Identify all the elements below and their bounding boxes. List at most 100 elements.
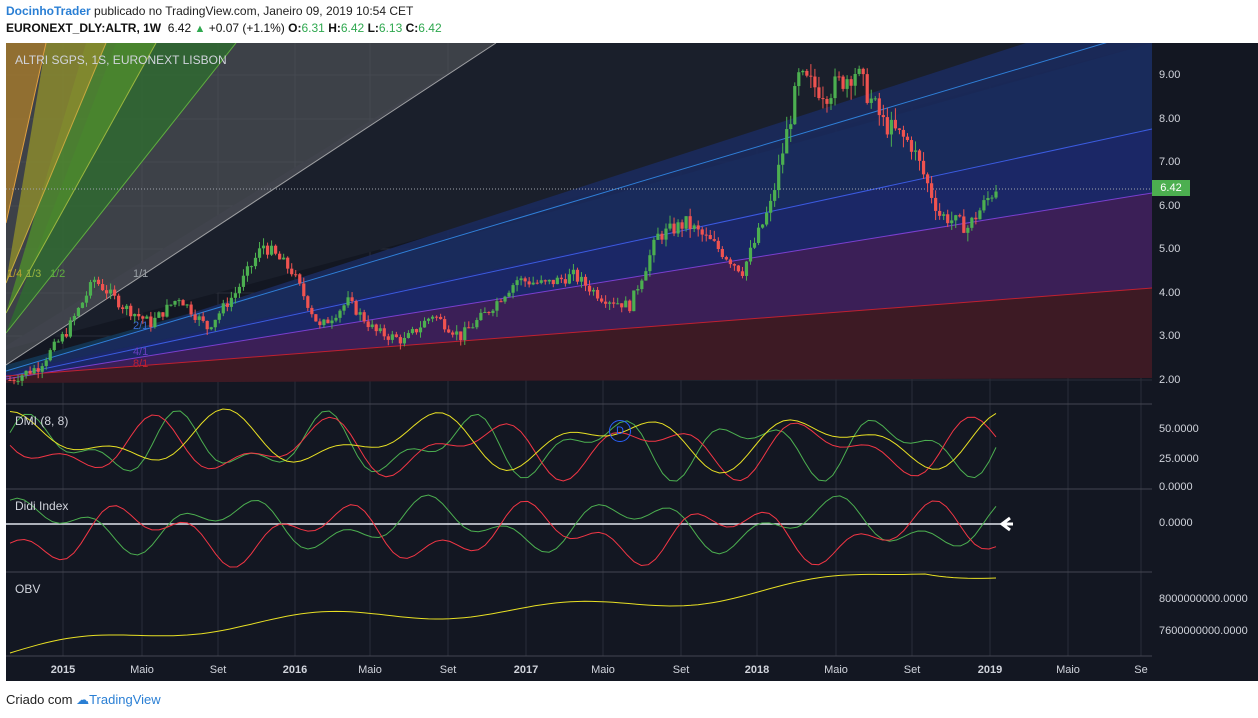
x-tick: 2016	[282, 664, 308, 676]
candle	[398, 334, 402, 350]
candle	[805, 68, 809, 78]
open-value: 6.31	[301, 21, 325, 35]
change-value: +0.07 (+1.1%)	[208, 21, 285, 35]
candlestick-series[interactable]	[8, 64, 998, 386]
candle	[676, 219, 680, 237]
candle	[84, 291, 89, 307]
candle	[732, 263, 737, 271]
x-tick: Se	[1134, 664, 1148, 676]
didi-y-tick: 0.0000	[1159, 517, 1193, 529]
arrow-left-icon	[999, 516, 1013, 532]
candle	[314, 314, 318, 322]
candle	[350, 292, 354, 304]
close-label: C:	[405, 21, 419, 35]
candle	[390, 330, 394, 344]
candle	[950, 211, 954, 230]
x-tick: Maio	[824, 664, 848, 676]
candle	[125, 304, 129, 316]
candle	[439, 313, 443, 320]
candle	[551, 279, 555, 288]
chart-canvas[interactable]	[6, 43, 1152, 681]
candle	[825, 96, 829, 113]
candle	[905, 133, 910, 142]
candle	[760, 223, 765, 229]
price-scale[interactable]: 9.00 8.00 7.00 6.00 5.00 4.00 3.00 2.00 …	[1152, 43, 1258, 681]
candle	[909, 136, 914, 160]
gann-label-f: 4/1	[133, 346, 149, 358]
candle	[32, 364, 36, 375]
candle	[249, 265, 254, 274]
candle	[797, 68, 801, 96]
candle	[527, 277, 531, 288]
candle	[318, 318, 322, 329]
candle	[402, 331, 406, 347]
candle	[161, 312, 165, 321]
x-tick: 2018	[744, 664, 770, 676]
candle	[801, 69, 805, 76]
candle	[503, 295, 507, 304]
candle	[595, 287, 600, 301]
candle	[261, 238, 266, 255]
candle	[974, 211, 978, 225]
y-tick: 7.00	[1159, 156, 1181, 168]
candle	[885, 107, 889, 138]
candle	[229, 291, 233, 312]
candle	[769, 193, 773, 222]
candle	[869, 89, 873, 109]
footer-brand[interactable]: TradingView	[89, 692, 161, 707]
candle	[628, 299, 632, 314]
candle	[487, 311, 491, 316]
candle	[785, 116, 789, 154]
gann-label-c: 1/2	[50, 268, 66, 280]
candle	[322, 318, 326, 328]
candle	[704, 227, 708, 242]
x-tick: 2019	[977, 664, 1003, 676]
candle	[990, 195, 994, 202]
candle	[632, 290, 636, 312]
candle	[491, 309, 495, 317]
chart-area[interactable]: ALTRI SGPS, 1S, EURONEXT LISBON DMI (8, …	[6, 43, 1152, 681]
candle	[728, 257, 732, 268]
author-name[interactable]: DocinhoTrader	[6, 4, 91, 18]
candle	[934, 190, 938, 221]
candle	[410, 326, 415, 335]
candle	[48, 348, 52, 362]
candle	[213, 319, 217, 332]
candle	[12, 377, 16, 385]
candle	[278, 251, 282, 260]
candle	[205, 320, 209, 335]
candle	[463, 321, 467, 345]
symbol-label: EURONEXT_DLY:ALTR, 1W	[6, 21, 162, 35]
candle	[44, 357, 48, 370]
gann-fan[interactable]	[6, 43, 1152, 383]
candle	[736, 265, 741, 273]
dmi-pane-title: DMI (8, 8)	[15, 414, 69, 428]
gann-label-d: 1/1	[133, 268, 149, 280]
candle	[382, 324, 386, 341]
candle	[813, 68, 817, 97]
candle	[696, 220, 700, 237]
candle	[88, 279, 93, 299]
candle	[68, 317, 72, 339]
low-label: L:	[367, 21, 379, 35]
candle	[430, 315, 435, 323]
candle	[426, 317, 431, 324]
candle	[479, 308, 483, 321]
candle	[515, 276, 519, 292]
x-tick: Set	[672, 664, 690, 676]
candle	[897, 128, 902, 135]
candle	[587, 280, 592, 296]
candle	[121, 304, 125, 314]
tradingview-logo-icon[interactable]: ☁	[76, 692, 90, 707]
candle	[294, 270, 298, 278]
candle	[475, 317, 479, 330]
candle	[386, 333, 390, 346]
candle	[817, 76, 821, 101]
candle	[28, 366, 32, 375]
candle	[889, 111, 893, 147]
candle	[917, 148, 922, 171]
dividend-marker[interactable]: D	[609, 420, 631, 442]
candle	[36, 361, 40, 379]
candle	[100, 279, 105, 292]
candle	[720, 246, 724, 260]
